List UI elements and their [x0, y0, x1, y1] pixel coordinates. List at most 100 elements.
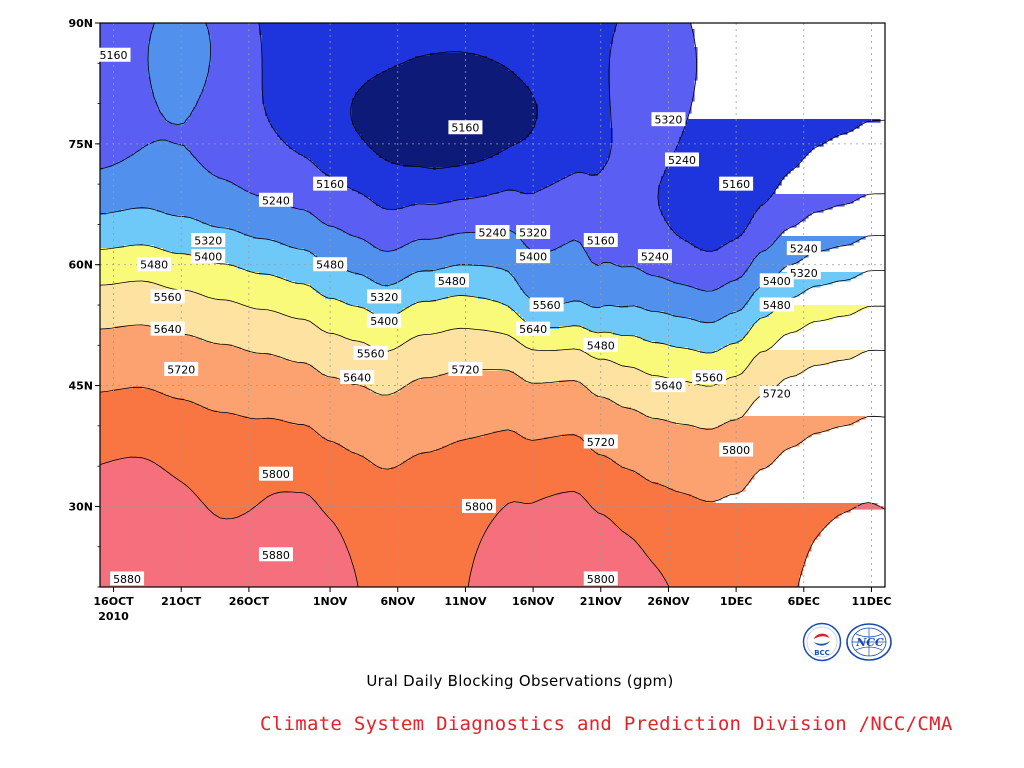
contour-label: 5640 [516, 321, 551, 336]
credit-line: Climate System Diagnostics and Predictio… [260, 713, 953, 735]
contour-label: 5480 [137, 257, 172, 272]
contour-label-text: 5320 [519, 226, 547, 239]
contour-label: 5560 [353, 345, 388, 360]
contour-label: 5160 [313, 176, 348, 191]
contour-label-text: 5160 [100, 49, 128, 62]
contour-label-text: 5160 [316, 178, 344, 191]
contour-label-box [461, 498, 496, 513]
contour-label-text: 5720 [763, 388, 791, 401]
contour-label-text: 5320 [654, 114, 682, 127]
contour-label-text: 5720 [451, 363, 479, 376]
x-tick-label: 11NOV [444, 595, 487, 608]
contour-label: 5480 [583, 337, 618, 352]
contour-label-text: 5240 [262, 194, 290, 207]
contour-label: 5560 [150, 289, 185, 304]
contour-label: 5800 [461, 498, 496, 513]
contour-label-box [340, 370, 375, 385]
contour-label: 5480 [313, 257, 348, 272]
contour-label-box [367, 313, 402, 328]
contour-label-text: 5320 [370, 291, 398, 304]
contour-label-box [448, 120, 483, 135]
contour-label-box [786, 265, 821, 280]
contour-label-text: 5640 [343, 372, 371, 385]
contour-label-box [759, 386, 794, 401]
contour-label-box [516, 249, 551, 264]
contour-label: 5800 [583, 571, 618, 586]
contour-label-text: 5560 [533, 299, 561, 312]
contour-label-text: 5560 [357, 347, 385, 360]
y-tick-label: 75N [68, 138, 93, 151]
contour-label-text: 5480 [316, 259, 344, 272]
contour-label: 5160 [96, 47, 131, 62]
contour-label-box [434, 273, 469, 288]
bcc-logo-text: BCC [814, 649, 830, 657]
contour-label-box [651, 112, 686, 127]
contour-label-text: 5800 [262, 468, 290, 481]
contour-label-text: 5480 [763, 299, 791, 312]
y-axis-ticks: 30N 45N 60N 75N 90N [68, 17, 93, 513]
x-tick-label: 1NOV [313, 595, 348, 608]
contour-label: 5160 [583, 233, 618, 248]
x-tick-label: 6DEC [788, 595, 820, 608]
contour-label-box [313, 176, 348, 191]
contour-label-text: 5240 [668, 154, 696, 167]
contour-label-text: 5800 [587, 573, 615, 586]
x-tick-label: 16OCT [93, 595, 134, 608]
x-tick-year: 2010 [98, 610, 129, 623]
contour-label-box [313, 257, 348, 272]
x-tick-label: 21NOV [580, 595, 623, 608]
contour-label: 5240 [258, 192, 293, 207]
contour-label: 5160 [448, 120, 483, 135]
contour-label-box [529, 297, 564, 312]
contour-label-box [583, 434, 618, 449]
contour-label: 5240 [786, 241, 821, 256]
contour-label-box [191, 249, 226, 264]
contour-label: 5240 [637, 249, 672, 264]
contour-label-box [759, 297, 794, 312]
plot-frame [99, 22, 886, 588]
contour-label: 5560 [529, 297, 564, 312]
contour-label-box [516, 321, 551, 336]
contour-label: 5320 [516, 224, 551, 239]
y-tick-label: 90N [68, 17, 93, 30]
y-tick-label: 30N [68, 500, 93, 513]
contour-label-text: 5880 [113, 573, 141, 586]
contour-label-box [719, 442, 754, 457]
x-tick-label: 21OCT [161, 595, 202, 608]
contour-label-box [759, 273, 794, 288]
contour-label-box [583, 337, 618, 352]
contour-label-text: 5400 [519, 251, 547, 264]
contour-label: 5320 [367, 289, 402, 304]
contour-labels: 5160 5160 5160 5240 5320 5400 5480 5480 5560 5640… [96, 47, 821, 586]
contour-label: 5560 [692, 370, 727, 385]
contour-label-text: 5320 [194, 235, 222, 248]
x-tick-label: 1DEC [720, 595, 752, 608]
contour-label-box [96, 47, 131, 62]
contour-label-box [692, 370, 727, 385]
contour-label-box [448, 361, 483, 376]
x-tick-label: 6NOV [381, 595, 416, 608]
contour-label-text: 5720 [587, 436, 615, 449]
x-tick-label: 16NOV [512, 595, 555, 608]
contour-label-text: 5400 [370, 315, 398, 328]
contour-label-box [583, 233, 618, 248]
ncc-logo: NCC [846, 623, 892, 661]
contour-label: 5720 [164, 361, 199, 376]
contour-label-text: 5160 [587, 235, 615, 248]
contour-label-box [367, 289, 402, 304]
bcc-logo: BCC [802, 622, 842, 662]
contour-label-text: 5240 [641, 251, 669, 264]
contour-label: 5480 [434, 273, 469, 288]
ncc-logo-text: NCC [855, 636, 884, 649]
contour-label-text: 5240 [790, 243, 818, 256]
x-tick-label: 26OCT [229, 595, 270, 608]
contour-label-box [150, 289, 185, 304]
contour-label: 5240 [475, 224, 510, 239]
contour-label-box [353, 345, 388, 360]
contour-label: 5320 [651, 112, 686, 127]
contour-label-text: 5480 [587, 339, 615, 352]
chart-title: Ural Daily Blocking Observations (gpm) [366, 672, 674, 690]
contour-label-box [137, 257, 172, 272]
contour-label-box [651, 378, 686, 393]
contour-label-box [516, 224, 551, 239]
